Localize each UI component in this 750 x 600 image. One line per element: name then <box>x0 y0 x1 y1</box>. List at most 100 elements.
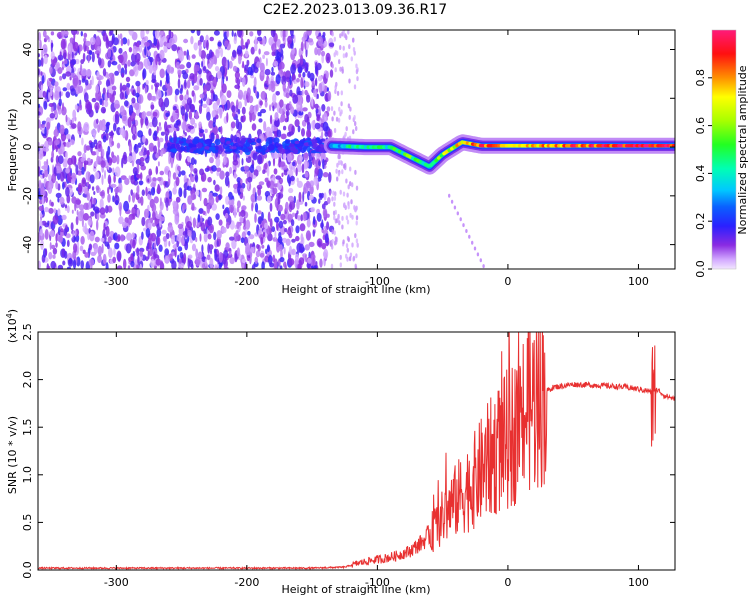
noise-blob <box>352 129 355 135</box>
noise-blob <box>327 197 331 204</box>
noise-blob <box>169 37 175 46</box>
noise-blob <box>354 207 357 212</box>
noise-blob <box>226 112 229 123</box>
noise-blob <box>62 87 68 92</box>
noise-blob <box>60 38 66 50</box>
noise-blob <box>288 187 294 194</box>
noise-blob <box>238 89 244 100</box>
noise-blob <box>307 257 312 264</box>
noise-blob <box>141 216 146 227</box>
noise-blob <box>144 46 147 56</box>
noise-blob <box>206 111 211 121</box>
noise-blob <box>260 237 264 245</box>
noise-blob <box>171 44 178 52</box>
noise-blob <box>271 43 277 53</box>
noise-blob <box>318 160 321 167</box>
noise-blob <box>65 186 70 197</box>
noise-blob <box>257 154 263 165</box>
noise-blob <box>148 195 152 201</box>
noise-blob <box>131 232 135 239</box>
noise-blob <box>90 159 93 164</box>
noise-blob <box>213 94 218 102</box>
noise-blob <box>58 155 64 165</box>
noise-blob <box>93 132 96 140</box>
noise-blob <box>148 142 155 152</box>
noise-blob <box>314 103 319 109</box>
noise-blob <box>127 38 130 46</box>
noise-blob <box>214 184 220 192</box>
noise-blob <box>200 98 203 107</box>
noise-blob <box>314 47 318 56</box>
noise-blob <box>190 36 194 45</box>
noise-blob <box>294 119 300 128</box>
noise-blob <box>74 230 77 237</box>
x-tick-label: -100 <box>365 275 390 288</box>
noise-blob <box>344 131 347 137</box>
noise-blob <box>221 254 227 265</box>
noise-blob <box>303 152 309 161</box>
noise-blob <box>113 174 116 183</box>
noise-blob <box>202 103 208 108</box>
noise-blob <box>131 97 136 104</box>
noise-blob <box>339 254 342 260</box>
noise-blob <box>193 42 198 51</box>
noise-blob <box>57 54 64 61</box>
noise-blob <box>156 125 159 134</box>
noise-blob <box>334 191 337 197</box>
noise-blob <box>82 52 86 62</box>
noise-blob <box>201 187 208 193</box>
noise-blob <box>122 154 128 165</box>
noise-blob <box>102 32 108 42</box>
noise-blob <box>322 121 329 132</box>
noise-blob <box>231 105 236 113</box>
noise-blob <box>145 30 150 35</box>
noise-blob <box>159 79 162 87</box>
noise-blob <box>208 223 214 234</box>
noise-blob <box>74 58 80 65</box>
noise-blob <box>133 66 137 72</box>
noise-blob <box>244 98 247 107</box>
noise-blob <box>109 30 114 36</box>
noise-blob <box>304 89 308 96</box>
noise-blob <box>322 31 326 38</box>
noise-blob <box>141 189 145 196</box>
noise-blob <box>334 89 337 94</box>
noise-blob <box>306 262 311 269</box>
noise-blob <box>48 91 51 101</box>
noise-blob <box>165 112 170 118</box>
noise-blob <box>124 217 129 224</box>
noise-blob <box>336 90 340 96</box>
noise-blob <box>299 155 303 162</box>
noise-blob <box>199 78 203 86</box>
noise-blob <box>105 205 109 214</box>
noise-blob <box>43 162 48 172</box>
noise-blob <box>271 123 274 133</box>
noise-blob <box>234 253 238 263</box>
noise-blob <box>239 216 244 223</box>
noise-blob <box>108 72 115 78</box>
noise-blob <box>43 147 49 152</box>
noise-blob <box>174 93 178 103</box>
noise-blob <box>229 166 233 175</box>
noise-blob <box>186 221 193 228</box>
noise-blob <box>329 69 334 78</box>
noise-blob <box>339 45 342 50</box>
snr-y-axis-title: SNR (10 * v/v) <box>6 416 19 494</box>
noise-blob <box>300 41 304 52</box>
noise-blob <box>123 200 130 212</box>
noise-blob <box>139 263 143 269</box>
noise-blob <box>209 36 214 42</box>
noise-blob <box>81 177 87 188</box>
noise-blob <box>117 63 122 74</box>
streak-blob <box>473 246 477 251</box>
noise-band-blob <box>273 137 280 144</box>
colorbar-ticks: 0.0 0.2 0.4 0.6 0.8 <box>694 69 712 278</box>
noise-blob <box>119 91 124 100</box>
noise-blob <box>330 263 334 269</box>
noise-blob <box>146 111 152 117</box>
noise-blob <box>85 145 91 151</box>
noise-blob <box>164 168 169 173</box>
noise-blob <box>312 216 316 225</box>
noise-blob <box>78 204 85 211</box>
noise-blob <box>214 250 218 261</box>
